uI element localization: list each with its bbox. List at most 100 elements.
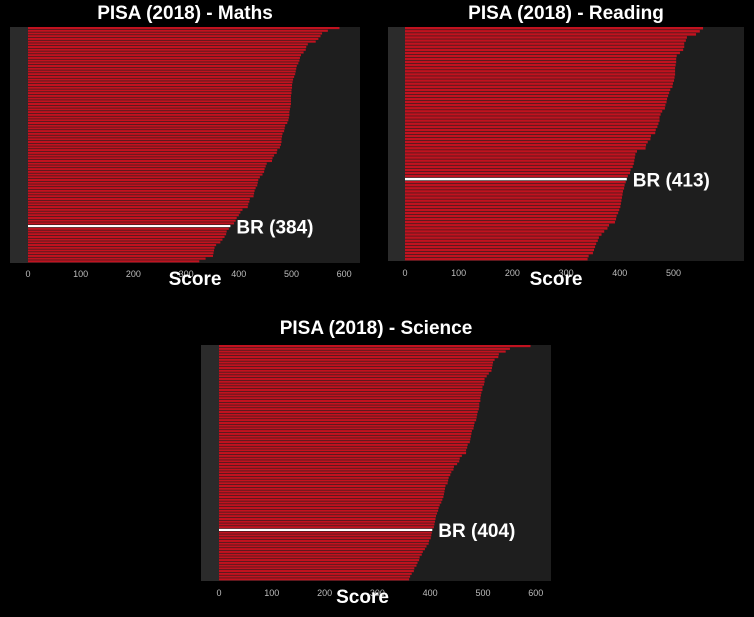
bar: [28, 121, 288, 125]
bar: [28, 113, 290, 116]
bar: [28, 165, 266, 168]
bar: [28, 97, 291, 100]
x-tick-label: 400: [231, 269, 246, 279]
plot-left-strip: [388, 27, 405, 261]
bar: [28, 219, 236, 222]
bar: [219, 484, 446, 488]
bar: [219, 449, 467, 452]
bar: [28, 83, 293, 87]
bar: [405, 57, 677, 61]
bar: [405, 91, 670, 95]
chart-title: PISA (2018) - Maths: [97, 3, 273, 24]
bar: [219, 578, 410, 581]
bar: [219, 463, 458, 466]
bar: [219, 506, 439, 510]
bar: [219, 430, 472, 433]
bar: [219, 553, 422, 556]
bar: [219, 471, 452, 474]
bar: [219, 523, 435, 526]
bar: [28, 189, 255, 192]
maths-bar-chart: BR (384) 0 100 200 300 400 500 600: [10, 27, 360, 279]
bar: [405, 63, 676, 67]
x-tick-label: 400: [423, 588, 438, 598]
bar: [405, 257, 588, 261]
bar: [405, 205, 621, 209]
bar: [28, 70, 296, 73]
x-axis-label: Score: [529, 269, 583, 290]
bar: [219, 424, 475, 427]
bar: [28, 81, 293, 84]
bar: [405, 159, 635, 162]
bar: [219, 545, 427, 548]
bar: [219, 432, 472, 435]
panel-science: PISA (2018) - Science BR (404) 0 100 200 300…: [201, 316, 551, 614]
bar: [219, 441, 470, 444]
bar: [219, 460, 460, 463]
bar: [28, 252, 214, 255]
bar: [405, 88, 671, 92]
bar: [405, 36, 687, 39]
bar: [219, 438, 471, 441]
bar: [28, 211, 241, 214]
bar: [219, 446, 468, 449]
bar: [28, 238, 223, 241]
bar: [219, 410, 478, 413]
bar: [28, 214, 239, 217]
bar: [219, 570, 414, 573]
bar: [28, 37, 319, 40]
bar: [405, 119, 660, 122]
bar: [219, 509, 439, 512]
bar: [28, 48, 306, 51]
bar: [28, 116, 289, 119]
plot-left-strip: [201, 345, 219, 581]
x-axis-label: Score: [336, 587, 389, 608]
bar: [219, 487, 445, 490]
bar: [219, 550, 423, 553]
bar: [28, 203, 249, 206]
bar: [219, 402, 480, 405]
bar: [28, 254, 213, 257]
bar: [219, 567, 415, 570]
bar: [405, 147, 646, 150]
bar: [28, 56, 300, 59]
bar: [405, 113, 661, 116]
bar: [28, 45, 307, 49]
bar: [405, 110, 663, 113]
bar: [405, 153, 636, 156]
bar: [405, 180, 626, 184]
bar: [405, 39, 686, 42]
bar: [219, 473, 451, 477]
bar: [28, 173, 263, 176]
plot-left-strip: [10, 27, 28, 263]
bar: [405, 236, 599, 239]
bar: [219, 375, 487, 378]
bar: [219, 358, 495, 361]
bar: [219, 495, 444, 499]
bar: [219, 515, 437, 518]
bar: [405, 248, 595, 252]
bar: [28, 32, 323, 35]
bar: [405, 51, 680, 55]
bar: [28, 200, 250, 203]
bar: [219, 537, 431, 540]
bar: [405, 134, 651, 138]
bar: [219, 556, 420, 559]
bar: [219, 377, 485, 381]
x-axis-label: Score: [168, 269, 222, 290]
bar: [28, 94, 291, 97]
highlight-bar: [28, 225, 231, 228]
bar: [405, 122, 659, 125]
bar: [405, 60, 677, 64]
highlight-label: BR (384): [236, 217, 313, 238]
bar: [405, 70, 676, 73]
chart-title: PISA (2018) - Science: [279, 318, 473, 339]
bar: [28, 244, 217, 247]
bar: [28, 157, 273, 160]
bar: [405, 45, 685, 48]
bar: [405, 214, 617, 218]
bar: [405, 128, 656, 132]
bar: [28, 138, 282, 141]
bar: [28, 78, 294, 81]
bar: [219, 366, 492, 370]
x-tick-label: 100: [451, 268, 466, 278]
